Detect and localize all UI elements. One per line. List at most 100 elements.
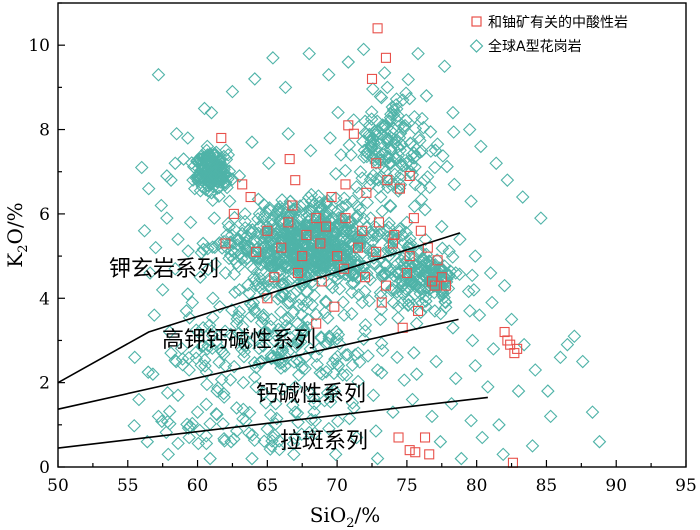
a-type-granite-point <box>232 283 247 297</box>
a-type-granite-cloud-point <box>275 289 289 303</box>
a-type-granite-cloud-point <box>236 402 251 417</box>
a-type-granite-cloud-point <box>315 256 330 271</box>
a-type-granite-cloud-point <box>339 348 353 362</box>
a-type-granite-cloud-point <box>397 269 411 283</box>
a-type-granite-point <box>366 388 381 403</box>
a-type-granite-point <box>278 80 293 95</box>
a-type-granite-cloud-point <box>377 119 391 134</box>
a-type-granite-point <box>386 405 400 419</box>
a-type-granite-point <box>171 388 185 403</box>
a-type-granite-point <box>210 384 224 398</box>
a-type-granite-cloud-point <box>332 282 347 296</box>
uranium-rock-point <box>276 242 287 253</box>
y-tick-label: 0 <box>39 458 50 478</box>
a-type-granite-cloud-point <box>376 269 390 283</box>
a-type-granite-cloud-point <box>269 328 283 342</box>
a-type-granite-cloud-point <box>237 239 252 254</box>
a-type-granite-cloud-point <box>415 111 429 126</box>
a-type-granite-cloud-point <box>247 232 262 246</box>
a-type-granite-point <box>344 253 358 268</box>
a-type-granite-point <box>176 152 191 166</box>
a-type-granite-cloud-point <box>286 208 301 223</box>
a-type-granite-point <box>500 173 515 187</box>
y-axis-title-main: K <box>3 252 27 268</box>
uranium-rock-point <box>329 301 340 312</box>
y-axis-title-tail: O/% <box>3 202 27 244</box>
uranium-rock-point <box>301 229 312 241</box>
a-type-granite-cloud-point <box>209 407 224 421</box>
a-type-granite-point <box>425 409 439 424</box>
a-type-granite-point <box>312 342 326 356</box>
a-type-granite-point <box>560 337 575 352</box>
a-type-granite-cloud-point <box>258 325 273 339</box>
a-type-granite-point <box>395 93 410 107</box>
a-type-granite-cloud-point <box>420 170 435 184</box>
uranium-rock-point <box>419 432 431 443</box>
a-type-granite-cloud-point <box>369 424 383 438</box>
a-type-granite-cloud-point <box>193 183 208 198</box>
a-type-granite-cloud-point <box>389 92 404 106</box>
a-type-granite-cloud-point <box>309 307 323 322</box>
a-type-granite-point <box>147 308 162 322</box>
a-type-granite-cloud-point <box>399 225 414 240</box>
a-type-granite-point <box>486 342 501 356</box>
a-type-granite-cloud-point <box>186 160 201 174</box>
a-type-granite-cloud-point <box>205 193 220 207</box>
a-type-granite-cloud-point <box>344 307 359 321</box>
a-type-granite-cloud-point <box>232 326 246 341</box>
a-type-granite-point <box>281 126 296 141</box>
a-type-granite-cloud-point <box>381 149 395 164</box>
a-type-granite-cloud-point <box>413 305 428 320</box>
a-type-granite-cloud-point <box>309 247 324 261</box>
a-type-granite-point <box>292 354 307 369</box>
a-type-granite-cloud-point <box>175 358 190 372</box>
a-type-granite-cloud-point <box>238 214 252 229</box>
a-type-granite-cloud-point <box>393 273 408 288</box>
legend-label-global-a-type: 全球A型花岗岩 <box>488 38 582 55</box>
a-type-granite-cloud-point <box>335 368 350 382</box>
uranium-rock-point <box>361 187 372 198</box>
uranium-rock-point <box>389 229 400 241</box>
a-type-granite-cloud-point <box>393 154 408 169</box>
a-type-granite-point <box>454 451 469 466</box>
a-type-granite-cloud-point <box>399 254 413 268</box>
a-type-granite-point <box>592 434 607 449</box>
a-type-granite-point <box>323 131 337 145</box>
x-axis-title-sub: 2 <box>346 516 354 530</box>
a-type-granite-point <box>465 333 480 348</box>
a-type-granite-cloud-point <box>230 232 244 246</box>
a-type-granite-cloud-point <box>242 426 256 440</box>
a-type-granite-cloud-point <box>358 126 373 140</box>
uranium-rock-point <box>326 191 337 203</box>
a-type-granite-point <box>199 156 213 171</box>
a-type-granite-cloud-point <box>364 105 379 119</box>
a-type-granite-point <box>200 342 215 356</box>
boundary-lines <box>57 232 488 449</box>
x-axis-title: SiO2/% <box>310 503 381 530</box>
a-type-granite-cloud-point <box>402 293 416 308</box>
a-type-granite-cloud-point <box>391 139 405 154</box>
uranium-rock-point <box>311 213 322 224</box>
a-type-granite-point <box>206 291 220 306</box>
a-type-granite-cloud-point <box>247 433 262 448</box>
a-type-granite-cloud-point <box>364 139 379 154</box>
a-type-granite-point <box>213 173 227 187</box>
a-type-granite-cloud-point <box>382 173 396 188</box>
a-type-granite-point <box>282 295 297 310</box>
a-type-granite-cloud-point <box>253 271 268 286</box>
a-type-granite-point <box>268 396 283 411</box>
a-type-granite-point <box>266 430 280 445</box>
a-type-granite-cloud-point <box>427 261 442 276</box>
a-type-granite-cloud-point <box>329 225 344 239</box>
a-type-granite-cloud-point <box>223 373 238 387</box>
a-type-granite-cloud-point <box>374 90 389 105</box>
a-type-granite-cloud-point <box>331 414 345 428</box>
a-type-granite-cloud-point <box>305 262 320 277</box>
a-type-granite-cloud-point <box>284 209 298 223</box>
a-type-granite-point <box>328 447 343 462</box>
a-type-granite-cloud-point <box>338 163 353 178</box>
a-type-granite-point <box>193 270 208 284</box>
uranium-rock-point <box>380 52 392 63</box>
a-type-granite-point <box>575 354 590 369</box>
a-type-granite-cloud-point <box>424 144 438 158</box>
